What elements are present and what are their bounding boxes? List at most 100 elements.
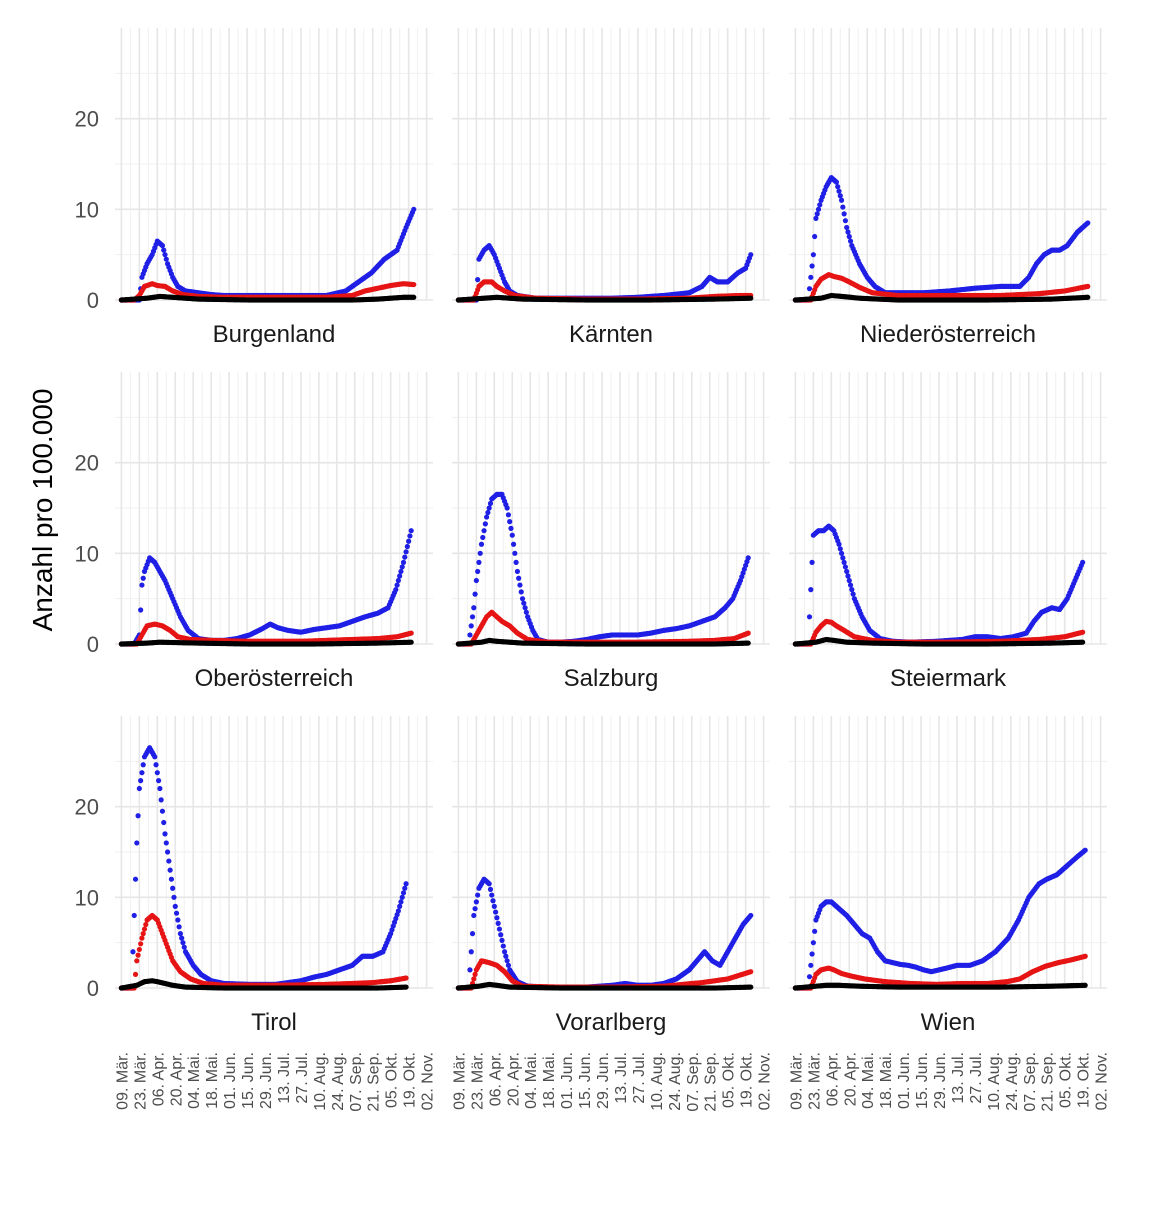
data-point	[400, 895, 405, 900]
data-point	[174, 911, 179, 916]
data-point	[155, 770, 160, 775]
data-point	[133, 972, 138, 977]
data-point	[834, 180, 839, 185]
data-point	[469, 623, 474, 628]
data-point	[815, 211, 820, 216]
data-point	[141, 931, 146, 936]
data-point	[487, 505, 492, 510]
data-point	[488, 501, 493, 506]
data-point	[171, 895, 176, 900]
series-blue	[456, 243, 754, 303]
data-point	[402, 886, 407, 891]
data-point	[173, 904, 178, 909]
data-point	[471, 605, 476, 610]
data-point	[808, 275, 813, 280]
data-point	[139, 936, 144, 941]
data-point	[844, 569, 849, 574]
data-point	[478, 551, 483, 556]
data-point	[409, 631, 414, 636]
data-point	[521, 601, 526, 606]
data-point	[411, 282, 416, 287]
panel-salzburg: Salzburg	[452, 372, 770, 692]
data-point	[396, 578, 401, 583]
y-axis-label: Anzahl pro 100.000	[27, 389, 58, 632]
data-point	[411, 207, 416, 212]
data-point	[152, 754, 157, 759]
data-point	[159, 797, 164, 802]
data-point	[847, 578, 852, 583]
y-tick-label: 10	[75, 541, 99, 566]
data-point	[807, 286, 812, 291]
data-point	[162, 252, 167, 257]
data-point	[139, 770, 144, 775]
data-point	[164, 840, 169, 845]
data-point	[519, 589, 524, 594]
data-point	[843, 218, 848, 223]
data-point	[166, 858, 171, 863]
data-point	[848, 582, 853, 587]
data-point	[807, 614, 812, 619]
data-point	[1080, 630, 1085, 635]
data-point	[407, 533, 412, 538]
data-point	[847, 234, 852, 239]
data-point	[403, 881, 408, 886]
data-point	[842, 560, 847, 565]
data-point	[746, 555, 751, 560]
data-point	[522, 605, 527, 610]
data-point	[182, 945, 187, 950]
data-point	[138, 607, 143, 612]
series-blue	[119, 745, 409, 990]
data-point	[398, 569, 403, 574]
data-point	[516, 576, 521, 581]
series-red	[119, 913, 409, 991]
data-point	[848, 238, 853, 243]
data-point	[485, 510, 490, 515]
panel-label: Niederösterreich	[860, 321, 1036, 348]
data-point	[180, 940, 185, 945]
data-point	[135, 813, 140, 818]
data-point	[512, 551, 517, 556]
data-point	[507, 519, 512, 524]
data-point	[475, 277, 480, 282]
data-point	[141, 762, 146, 767]
data-point	[812, 234, 817, 239]
data-point	[1080, 560, 1085, 565]
data-point	[748, 296, 753, 301]
data-point	[138, 778, 143, 783]
data-point	[138, 941, 143, 946]
data-point	[160, 243, 165, 248]
data-point	[1085, 284, 1090, 289]
data-point	[476, 560, 481, 565]
data-point	[467, 632, 472, 637]
data-point	[475, 569, 480, 574]
data-point	[836, 189, 841, 194]
data-point	[153, 762, 158, 767]
y-tick-label: 0	[87, 632, 99, 657]
data-point	[845, 229, 850, 234]
data-point	[472, 592, 477, 597]
data-point	[164, 257, 169, 262]
data-point	[483, 521, 488, 526]
data-point	[157, 786, 162, 791]
data-point	[135, 953, 140, 958]
data-point	[411, 295, 416, 300]
y-tick-label: 20	[75, 451, 99, 476]
data-point	[179, 936, 184, 941]
data-point	[808, 587, 813, 592]
data-point	[520, 596, 525, 601]
y-tick-label: 0	[87, 976, 99, 1001]
data-point	[514, 560, 519, 565]
y-tick-label: 20	[75, 107, 99, 132]
data-point	[505, 505, 510, 510]
data-point	[409, 528, 414, 533]
data-point	[839, 198, 844, 203]
data-point	[809, 560, 814, 565]
data-point	[175, 917, 180, 922]
series-blue	[793, 175, 1091, 303]
panel-label: Oberösterreich	[195, 665, 354, 692]
data-point	[506, 512, 511, 517]
data-point	[409, 640, 414, 645]
data-point	[748, 252, 753, 257]
data-point	[845, 573, 850, 578]
